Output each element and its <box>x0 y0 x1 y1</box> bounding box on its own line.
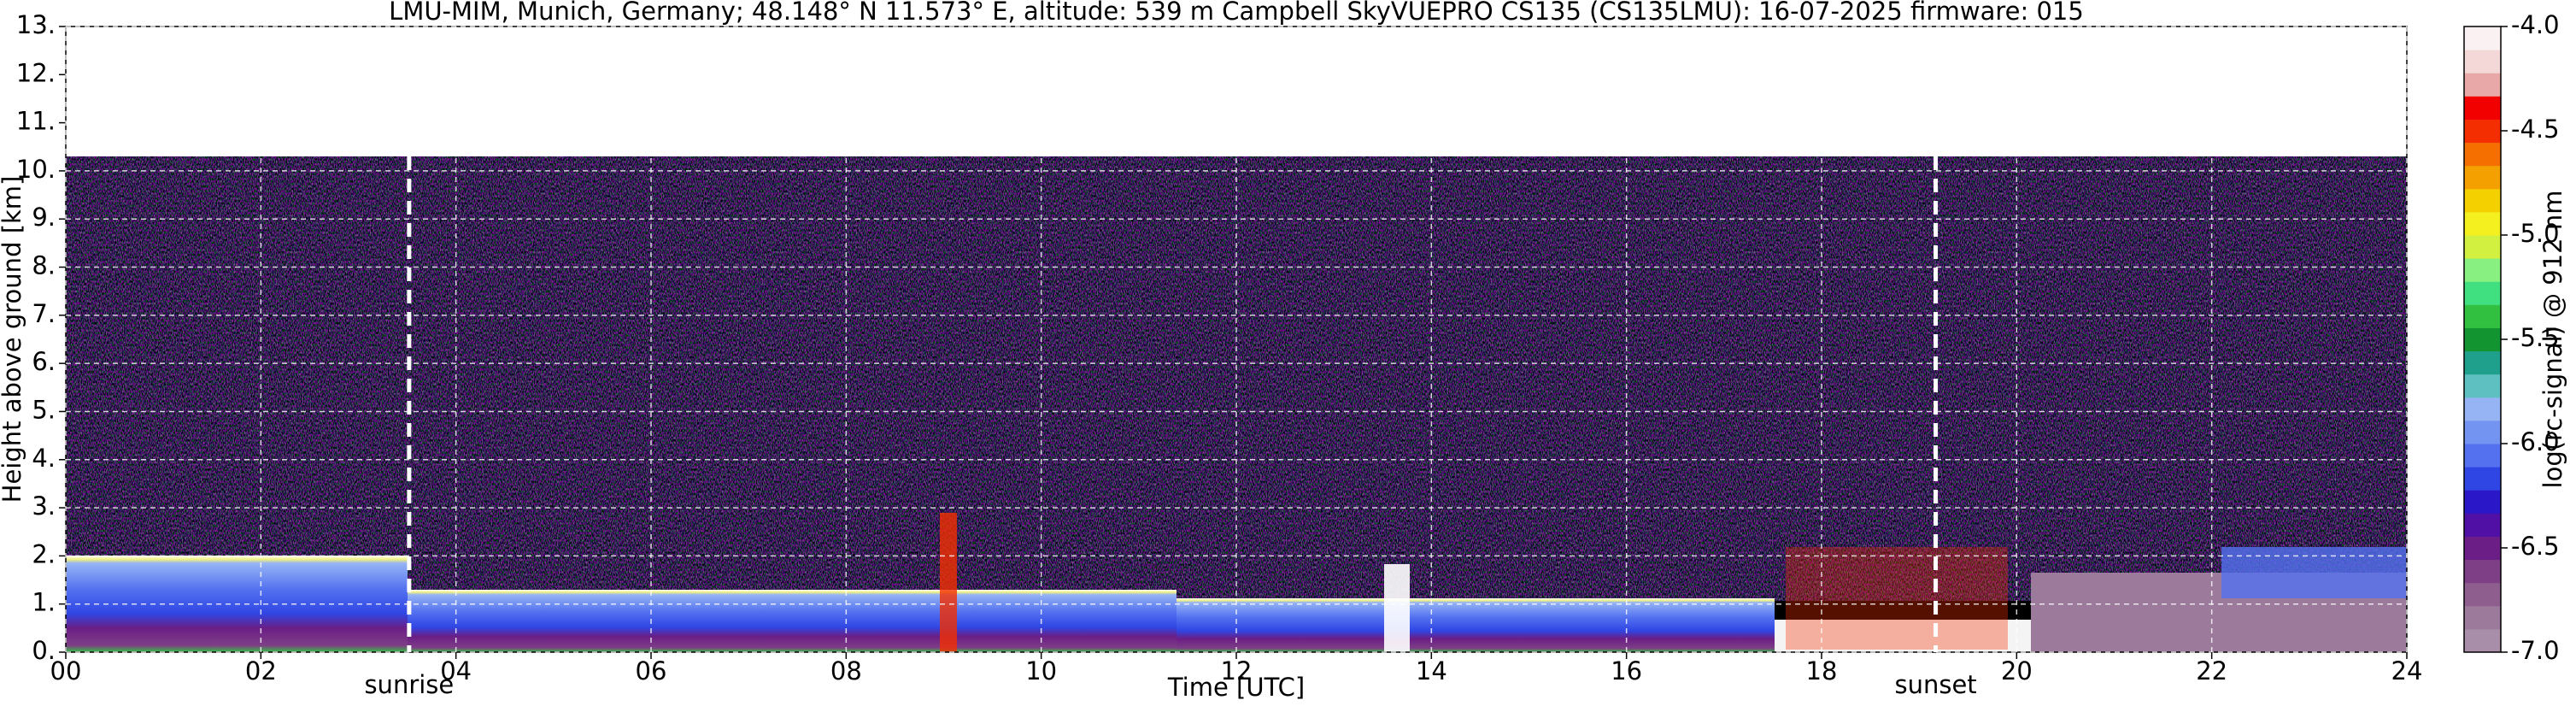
x-tick-label: 24 <box>2391 656 2423 685</box>
colorbar-level <box>2464 73 2501 97</box>
x-axis-label: Time [UTC] <box>1167 673 1305 702</box>
colorbar-level <box>2464 258 2501 282</box>
y-tick-label: 8. <box>32 251 56 280</box>
annotation-label: sunrise <box>364 670 454 699</box>
colorbar-level <box>2464 559 2501 584</box>
y-tick-label: 13. <box>16 10 56 39</box>
colorbar-level <box>2464 235 2501 259</box>
colorbar-level <box>2464 350 2501 375</box>
colorbar-level <box>2464 467 2501 491</box>
colorbar-level <box>2464 304 2501 328</box>
x-tick-label: 00 <box>50 656 82 685</box>
y-tick-label: 0. <box>32 636 56 665</box>
x-tick-label: 10 <box>1025 656 1057 685</box>
y-tick-label: 9. <box>32 203 56 232</box>
x-tick-label: 20 <box>2001 656 2033 685</box>
colorbar-tick-label: -4.0 <box>2511 10 2560 39</box>
colorbar-level <box>2464 327 2501 352</box>
colorbar-tick-label: -6.0 <box>2511 427 2560 456</box>
colorbar-level <box>2464 420 2501 444</box>
chart-title: LMU-MIM, Munich, Germany; 48.148° N 11.5… <box>389 0 2084 26</box>
colorbar-level <box>2464 281 2501 305</box>
colorbar-tick-label: -5.0 <box>2511 219 2560 248</box>
colorbar-level <box>2464 536 2501 561</box>
colorbar-level <box>2464 142 2501 167</box>
x-tick-label: 06 <box>636 656 667 685</box>
colorbar-level <box>2464 490 2501 514</box>
y-tick-label: 12. <box>16 58 56 87</box>
colorbar-level <box>2464 605 2501 630</box>
x-tick-label: 02 <box>245 656 277 685</box>
colorbar-level <box>2464 165 2501 190</box>
y-tick-label: 6. <box>32 347 56 376</box>
boundary-layer <box>1775 620 2031 652</box>
x-tick-label: 22 <box>2196 656 2227 685</box>
y-tick-label: 11. <box>16 107 56 136</box>
colorbar-level <box>2464 211 2501 236</box>
cloud <box>1384 564 1410 652</box>
boundary-layer <box>408 590 1177 652</box>
boundary-layer <box>2221 547 2407 598</box>
colorbar-label: log(rc-signal) @ 912 nm <box>2538 191 2567 489</box>
y-tick-label: 1. <box>32 588 56 617</box>
colorbar-level <box>2464 119 2501 144</box>
colorbar-level <box>2464 374 2501 398</box>
cloud <box>940 513 957 652</box>
colorbar-tick-label: -4.5 <box>2511 115 2560 144</box>
colorbar-level <box>2464 96 2501 120</box>
colorbar-level <box>2464 444 2501 468</box>
y-tick-label: 5. <box>32 395 56 424</box>
boundary-layer <box>1177 598 1775 652</box>
colorbar-level <box>2464 50 2501 74</box>
colorbar-level <box>2464 628 2501 653</box>
x-tick-label: 14 <box>1416 656 1447 685</box>
y-tick-label: 2. <box>32 539 56 568</box>
x-tick-label: 08 <box>830 656 862 685</box>
colorbar-level <box>2464 397 2501 421</box>
colorbar-level <box>2464 26 2501 50</box>
y-axis-label: Height above ground [km] <box>0 176 26 503</box>
y-tick-label: 7. <box>32 299 56 328</box>
colorbar-level <box>2464 513 2501 537</box>
y-tick-label: 4. <box>32 444 56 473</box>
colorbar-tick-label: -7.0 <box>2511 636 2560 665</box>
x-tick-label: 12 <box>1221 656 1253 685</box>
y-tick-label: 10. <box>16 155 56 184</box>
colorbar-level <box>2464 582 2501 607</box>
cloud <box>1786 547 2008 650</box>
x-tick-label: 16 <box>1611 656 1642 685</box>
colorbar-level <box>2464 188 2501 213</box>
colorbar-tick-label: -5.5 <box>2511 323 2560 352</box>
x-tick-label: 04 <box>440 656 472 685</box>
y-tick-label: 3. <box>32 491 56 521</box>
annotation-label: sunset <box>1894 670 1976 699</box>
x-tick-label: 18 <box>1806 656 1838 685</box>
colorbar-tick-label: -6.5 <box>2511 532 2560 561</box>
